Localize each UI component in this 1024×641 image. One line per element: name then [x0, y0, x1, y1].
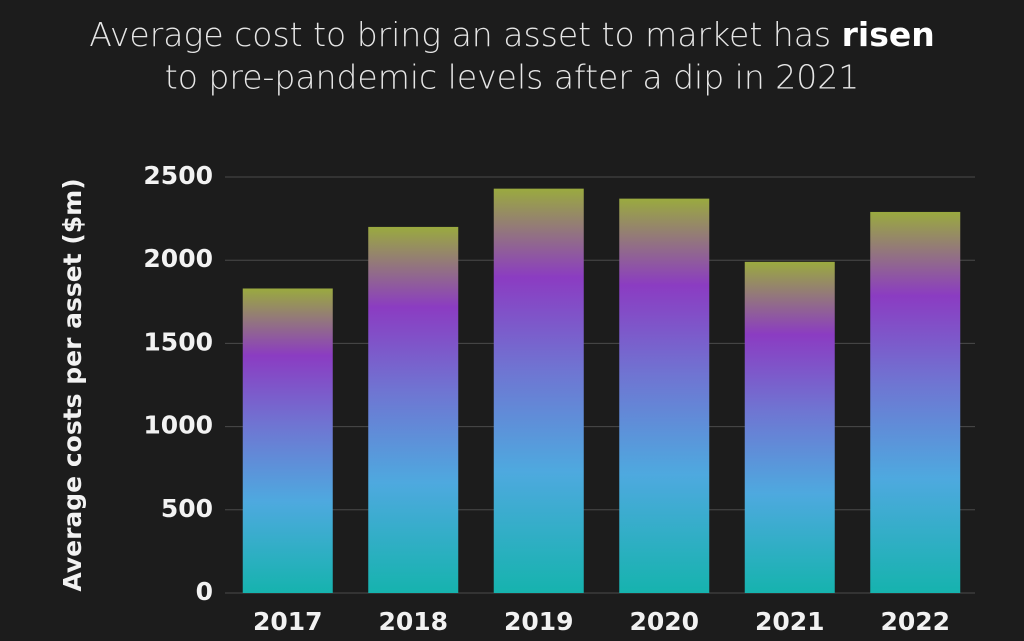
bar — [493, 188, 584, 593]
x-tick-label: 2020 — [629, 607, 699, 636]
chart-title: Average cost to bring an asset to market… — [89, 15, 934, 54]
y-tick-label: 2500 — [143, 161, 213, 190]
y-tick-label: 0 — [196, 577, 213, 606]
title-line-1: Average cost to bring an asset to market… — [89, 15, 831, 54]
x-tick-label: 2021 — [755, 607, 825, 636]
y-tick-label: 500 — [161, 494, 213, 523]
y-axis-label: Average costs per asset ($m) — [58, 178, 87, 591]
y-tick-label: 2000 — [143, 244, 213, 273]
x-tick-label: 2017 — [253, 607, 323, 636]
bar — [619, 198, 710, 593]
chart-subtitle: to pre-pandemic levels after a dip in 20… — [165, 58, 859, 97]
title-emphasis: risen — [842, 15, 935, 54]
bar — [242, 288, 333, 593]
x-tick-label: 2019 — [504, 607, 574, 636]
bar — [870, 211, 961, 593]
bar — [368, 226, 459, 594]
bar — [744, 261, 835, 593]
y-tick-label: 1500 — [143, 327, 213, 356]
x-tick-label: 2018 — [378, 607, 448, 636]
y-tick-label: 1000 — [143, 411, 213, 440]
x-tick-label: 2022 — [880, 607, 950, 636]
